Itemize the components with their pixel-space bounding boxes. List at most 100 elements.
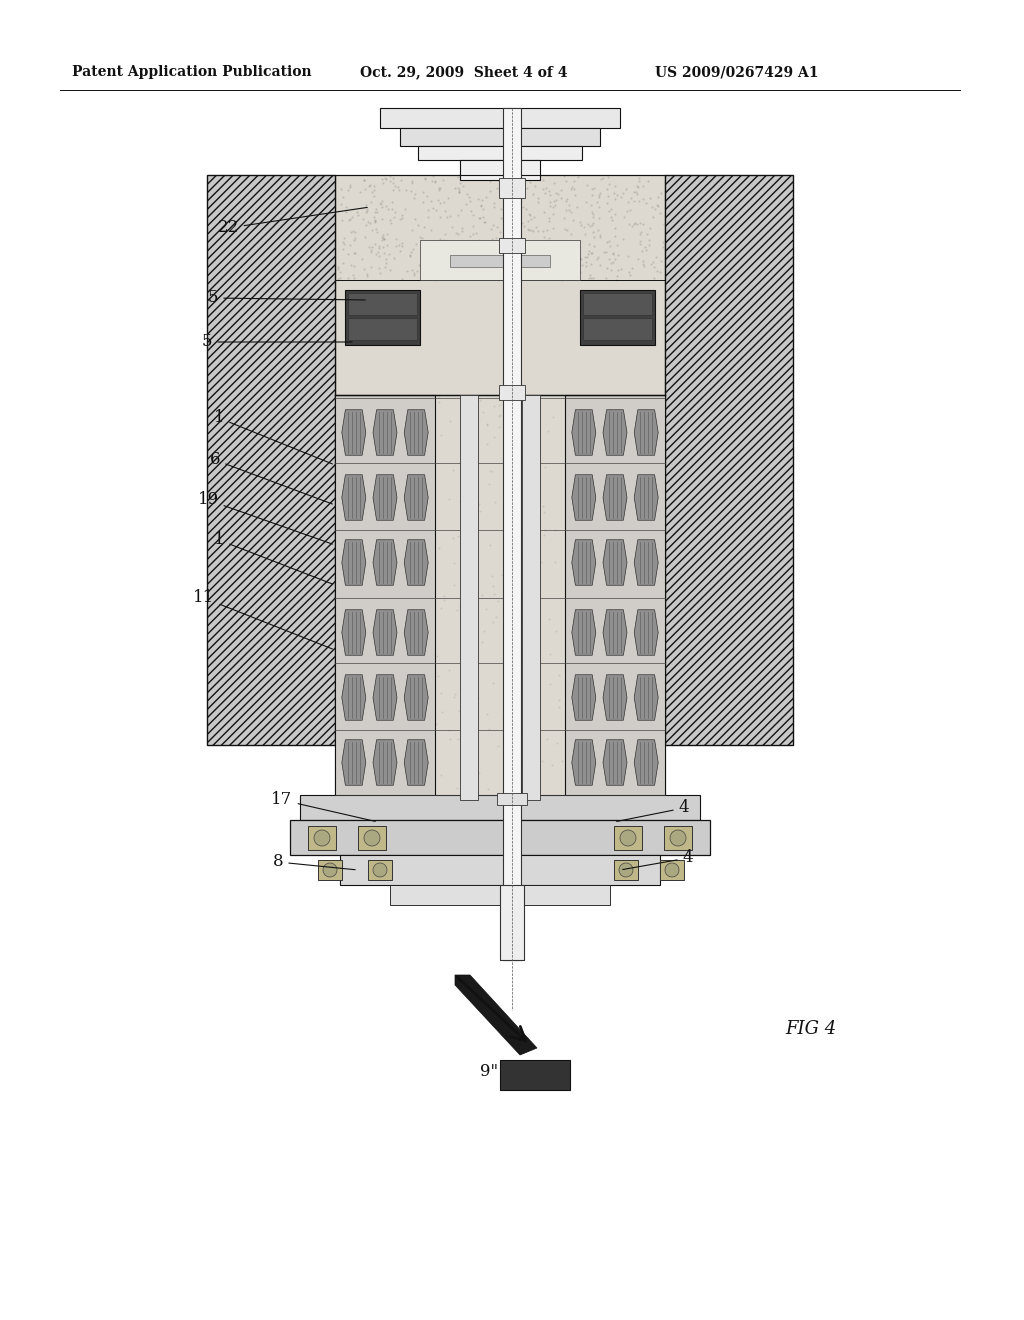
- Point: [534, 552, 550, 573]
- Point: [433, 764, 450, 785]
- Point: [566, 170, 583, 191]
- Point: [597, 475, 613, 496]
- Point: [377, 257, 393, 279]
- Point: [601, 201, 617, 222]
- Point: [507, 693, 523, 714]
- Point: [446, 574, 463, 595]
- Point: [508, 700, 524, 721]
- Point: [631, 191, 647, 213]
- Point: [406, 397, 422, 418]
- Point: [475, 248, 492, 269]
- Point: [345, 267, 361, 288]
- Point: [537, 457, 553, 478]
- Point: [508, 209, 524, 230]
- Point: [624, 731, 640, 752]
- Point: [578, 531, 594, 552]
- Point: [510, 261, 526, 282]
- Point: [519, 437, 536, 458]
- Point: [398, 756, 415, 777]
- Point: [635, 463, 651, 484]
- Point: [585, 577, 601, 598]
- Polygon shape: [342, 675, 366, 721]
- Point: [445, 527, 462, 548]
- Point: [521, 172, 538, 193]
- Point: [518, 781, 535, 803]
- Polygon shape: [455, 975, 537, 1055]
- Point: [561, 199, 578, 220]
- Point: [648, 564, 665, 585]
- Text: 22: 22: [217, 207, 368, 236]
- Point: [581, 268, 597, 289]
- Point: [554, 750, 570, 771]
- Point: [586, 612, 602, 634]
- Point: [406, 263, 422, 284]
- Point: [503, 253, 519, 275]
- Point: [422, 661, 438, 682]
- Point: [614, 228, 631, 249]
- Point: [592, 255, 608, 276]
- Point: [473, 194, 489, 215]
- Point: [349, 205, 366, 226]
- Point: [497, 215, 513, 236]
- Point: [622, 445, 638, 466]
- Point: [348, 638, 365, 659]
- Point: [388, 235, 404, 256]
- Point: [385, 520, 401, 541]
- Point: [606, 203, 623, 224]
- Point: [362, 242, 379, 263]
- Point: [602, 533, 618, 554]
- Point: [355, 169, 372, 190]
- Point: [367, 210, 383, 231]
- Point: [450, 205, 466, 226]
- Point: [404, 259, 421, 280]
- Point: [430, 190, 446, 211]
- Point: [452, 181, 468, 202]
- Point: [451, 180, 467, 201]
- Point: [633, 710, 649, 731]
- Point: [553, 180, 569, 201]
- Bar: [614, 861, 638, 880]
- Point: [557, 240, 573, 261]
- Point: [347, 550, 364, 572]
- Point: [340, 507, 356, 528]
- Point: [544, 263, 560, 284]
- Point: [368, 243, 384, 264]
- Point: [407, 466, 423, 487]
- Point: [477, 598, 494, 619]
- Point: [360, 492, 377, 513]
- Polygon shape: [603, 739, 627, 785]
- Point: [431, 228, 447, 249]
- Bar: [335, 176, 665, 800]
- Point: [573, 255, 590, 276]
- Point: [390, 177, 407, 198]
- Point: [551, 697, 567, 718]
- Point: [509, 240, 525, 261]
- Point: [447, 223, 464, 244]
- Point: [439, 187, 456, 209]
- Point: [607, 218, 624, 239]
- Point: [527, 642, 544, 663]
- Point: [599, 257, 615, 279]
- Point: [340, 243, 356, 264]
- Point: [579, 174, 595, 195]
- Point: [378, 195, 394, 216]
- Text: FIG 4: FIG 4: [785, 1020, 837, 1038]
- Point: [460, 730, 476, 751]
- Point: [653, 446, 670, 467]
- Point: [558, 190, 574, 211]
- Point: [386, 247, 402, 268]
- Point: [381, 545, 397, 566]
- Point: [499, 180, 515, 201]
- Point: [347, 227, 364, 248]
- Point: [357, 789, 374, 810]
- Point: [582, 215, 598, 236]
- Polygon shape: [404, 610, 428, 655]
- Point: [455, 176, 471, 197]
- Point: [621, 261, 637, 282]
- Point: [598, 268, 614, 289]
- Point: [654, 681, 671, 702]
- Point: [362, 257, 379, 279]
- Point: [654, 231, 671, 252]
- Point: [624, 215, 640, 236]
- Point: [371, 236, 387, 257]
